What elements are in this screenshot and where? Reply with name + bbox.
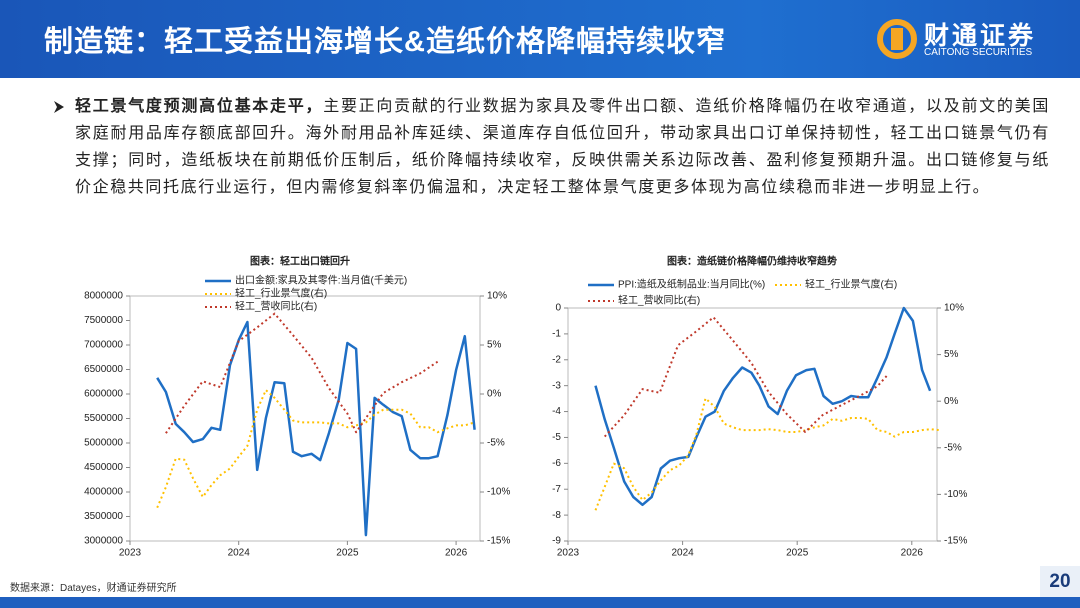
y-tick-label: -6 (552, 458, 561, 469)
x-tick-label: 2023 (557, 548, 580, 559)
y-tick-label: 3000000 (84, 536, 123, 547)
paragraph: 轻工景气度预测高位基本走平，主要正向贡献的行业数据为家具及零件出口额、造纸价格降… (75, 93, 1050, 201)
chart-title: 图表：造纸链价格降幅仍维持收窄趋势 (667, 255, 837, 268)
y-tick-label: -2 (552, 354, 561, 365)
y-tick-label: 4000000 (84, 487, 123, 498)
y2-tick-label: -5% (487, 438, 505, 449)
y-tick-label: 4500000 (84, 462, 123, 473)
y2-tick-label: 0% (944, 396, 959, 407)
y-tick-label: 7000000 (84, 340, 123, 351)
logo: 财通证券 CAITONG SECURITIES (876, 16, 1066, 62)
y-tick-label: 5000000 (84, 438, 123, 449)
legend-label: PPI:造纸及纸制品业:当月同比(%) (618, 278, 765, 291)
y-tick-label: 7500000 (84, 315, 123, 326)
logo-text: 财通证券 (924, 22, 1037, 50)
legend-label: 轻工_行业景气度(右) (235, 287, 327, 300)
y2-tick-label: 10% (944, 303, 964, 314)
plot-frame (567, 307, 938, 542)
x-tick-label: 2023 (119, 548, 142, 559)
y-tick-label: -3 (552, 380, 561, 391)
chart-title: 图表：轻工出口链回升 (250, 255, 350, 268)
y-tick-label: -8 (552, 510, 561, 521)
y2-tick-label: 5% (487, 340, 502, 351)
y-tick-label: 6000000 (84, 389, 123, 400)
legend-label: 轻工_行业景气度(右) (805, 278, 897, 291)
y2-tick-label: -5% (944, 442, 962, 453)
y-tick-label: 8000000 (84, 291, 123, 302)
paragraph-lead: 轻工景气度预测高位基本走平， (75, 98, 324, 115)
y2-tick-label: 0% (487, 389, 502, 400)
header-bar: 制造链：轻工受益出海增长&造纸价格降幅持续收窄 财通证券 CAITONG SEC… (0, 0, 1080, 78)
x-tick-label: 2026 (445, 548, 468, 559)
y2-tick-label: -10% (944, 489, 967, 500)
source-note: 数据来源：Datayes，财通证券研究所 (10, 583, 177, 594)
series-line (594, 306, 932, 507)
y-tick-label: 0 (555, 303, 561, 314)
x-tick-label: 2025 (336, 548, 359, 559)
x-tick-label: 2026 (901, 548, 924, 559)
y2-tick-label: 5% (944, 349, 959, 360)
logo-icon (877, 19, 917, 59)
y-tick-label: 3500000 (84, 511, 123, 522)
x-tick-label: 2025 (786, 548, 809, 559)
y-tick-label: -4 (552, 406, 561, 417)
legend-label: 出口金额:家具及其零件:当月值(千美元) (235, 274, 407, 287)
logo-subtext: CAITONG SECURITIES (924, 47, 1033, 58)
y2-tick-label: 10% (487, 291, 507, 302)
y2-tick-label: -10% (487, 487, 510, 498)
y-tick-label: -9 (552, 536, 561, 547)
y-tick-label: 6500000 (84, 364, 123, 375)
legend-label: 轻工_营收同比(右) (235, 300, 317, 313)
legend-label: 轻工_营收同比(右) (618, 294, 700, 307)
y-tick-label: -5 (552, 432, 561, 443)
plot-frame (129, 295, 481, 542)
y-tick-label: 5500000 (84, 413, 123, 424)
page-number: 20 (1040, 566, 1080, 597)
y-tick-label: -1 (552, 329, 561, 340)
slide-title: 制造链：轻工受益出海增长&造纸价格降幅持续收窄 (44, 26, 726, 58)
series-line (594, 397, 940, 511)
series-line (165, 312, 439, 434)
x-tick-label: 2024 (228, 548, 251, 559)
footer-bar (0, 597, 1080, 608)
bullet (54, 101, 64, 113)
y2-tick-label: -15% (944, 536, 967, 547)
y-tick-label: -7 (552, 484, 561, 495)
series-line (156, 320, 476, 537)
x-tick-label: 2024 (671, 548, 694, 559)
paragraph-text: 主要正向贡献的行业数据为家具及零件出口额、造纸价格降幅仍在收窄通道，以及前文的美… (75, 98, 1050, 196)
series-line (156, 389, 475, 509)
series-line (603, 316, 888, 438)
y2-tick-label: -15% (487, 536, 510, 547)
